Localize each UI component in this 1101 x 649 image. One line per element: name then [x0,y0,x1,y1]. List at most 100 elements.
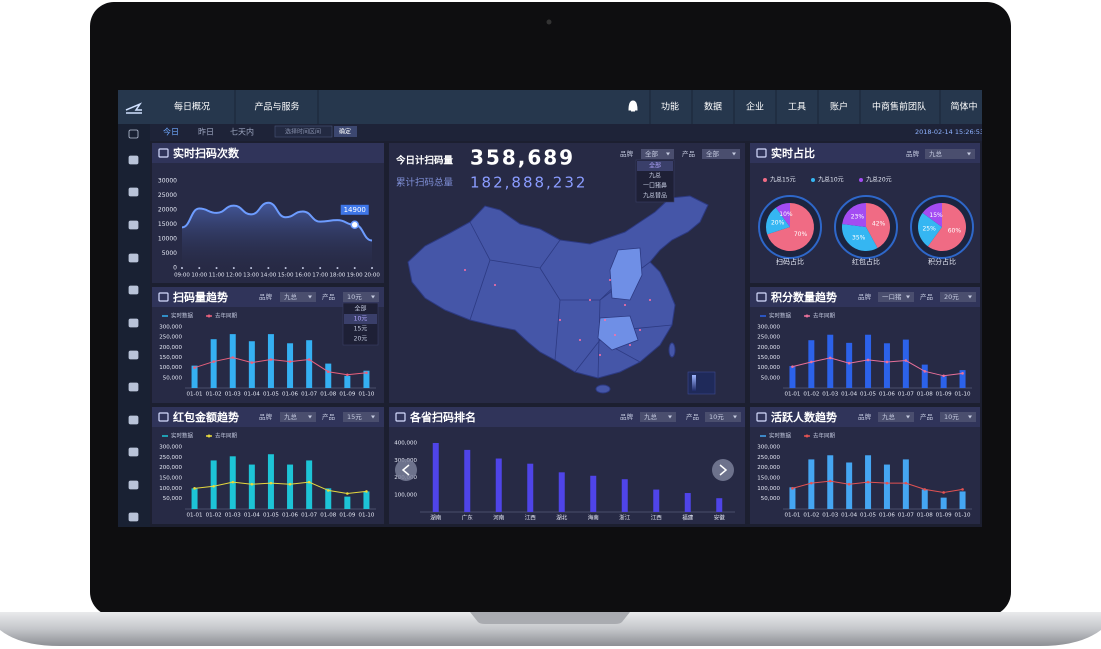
nav-item[interactable]: 产品与服务 [254,101,299,113]
date-tab[interactable]: 昨日 [198,127,214,137]
dropdown-option[interactable]: 10元 [354,316,368,323]
filter-select[interactable] [940,292,976,302]
filter-label: 产品 [682,149,695,158]
carousel-prev[interactable] [395,459,417,481]
sidebar-icon[interactable] [128,512,139,522]
x-tick-label: 安徽 [714,514,726,522]
menu-item[interactable]: 中商售前团队 [872,101,926,113]
line-point [942,491,945,494]
dropdown-option[interactable]: 九总替品 [643,192,667,200]
sidebar-icon[interactable] [128,155,139,165]
line-point [791,365,794,368]
logo [125,102,143,114]
x-tick-label: 01-05 [860,392,876,398]
filter-select[interactable] [925,149,975,159]
line [792,357,963,377]
y-tick-label: 300,000 [757,325,780,331]
panel-icon [756,148,767,158]
dropdown-option[interactable]: 九总 [649,172,661,180]
y-tick-label: 200,000 [757,345,780,351]
x-tick-label: 01-01 [784,392,800,398]
menu-item[interactable]: 企业 [746,101,764,113]
filter-select[interactable] [702,149,740,159]
x-tick-label: 10:00 [191,273,207,279]
date-input[interactable] [274,125,333,138]
filter-select[interactable] [641,149,674,159]
sidebar-icon[interactable] [128,350,139,360]
legend-swatch-dot [207,314,211,318]
line-point [828,479,832,483]
dropdown-option[interactable]: 20元 [354,336,368,343]
dropdown-option[interactable]: 15元 [354,326,368,333]
filter-value: 10元 [709,413,724,421]
today-value: 358,689 [470,146,575,170]
legend-label: 去年同期 [813,312,836,320]
dropdown-option[interactable]: 一口猪鼻 [643,182,667,190]
sidebar-icon[interactable] [128,253,139,263]
pie-value-label: 35% [852,234,866,241]
line-area [182,202,372,268]
bar [248,464,255,509]
sidebar-icon[interactable] [128,220,139,230]
menu-item[interactable]: 数据 [704,101,722,113]
line-point [346,492,349,495]
map-dot [559,319,561,321]
line-point [365,371,368,375]
filter-select[interactable] [878,292,914,302]
map-dot [604,319,606,321]
nav-item[interactable]: 每日概况 [174,101,210,113]
x-tick-label: 湖南 [430,514,442,522]
y-tick-label: 250,000 [159,335,182,341]
map-highlight [609,247,643,301]
menu-item[interactable]: 功能 [661,101,679,113]
filter-select[interactable] [940,412,976,422]
filter-select[interactable] [343,412,379,422]
carousel-next[interactable] [712,459,734,481]
menu-item[interactable]: 工具 [788,102,806,113]
filter-select[interactable] [640,412,676,422]
x-tick-label: 01-02 [206,513,222,519]
legend-swatch-dot [805,434,809,438]
date-tab[interactable]: 今日 [163,127,179,137]
dropdown-option[interactable]: 全部 [649,162,661,170]
x-tick-label: 01-02 [206,392,222,398]
dropdown-option[interactable]: 全部 [354,305,366,313]
filter-select[interactable] [280,412,316,422]
map-legend-bar [692,375,696,391]
sidebar-icon[interactable] [128,187,139,197]
line [181,201,373,242]
sidebar-icon[interactable] [128,382,139,392]
filter-value: 九总 [644,412,658,421]
sidebar-icon[interactable] [128,415,139,425]
sidebar-icon[interactable] [128,480,139,490]
filter-select[interactable] [280,292,316,302]
base-notch [470,612,630,624]
line-point [961,372,964,375]
menu-item[interactable]: 账户 [830,101,848,113]
filter-select[interactable] [705,412,741,422]
filter-select[interactable] [343,292,379,302]
x-tick-label: 01-05 [860,513,876,519]
confirm-button[interactable] [334,126,357,137]
sidebar-icon[interactable] [128,318,139,328]
bar [716,498,723,512]
menu-item[interactable]: 简体中 [950,101,977,113]
y-tick-label: 150,000 [757,355,780,361]
sidebar-icon[interactable] [128,285,139,295]
date-tab[interactable]: 七天内 [230,127,254,137]
x-tick-label: 浙江 [619,514,631,522]
line-point [250,361,254,364]
line-point [866,358,870,362]
bell-icon[interactable] [628,100,638,112]
filter-select[interactable] [878,412,914,422]
bar [306,460,313,509]
filter-label: 品牌 [858,412,872,421]
filter-value: 全部 [645,149,659,158]
sidebar-icon[interactable] [128,129,139,139]
line-point [866,480,870,484]
y-tick-label: 200,000 [159,345,182,351]
x-tick-label: 01-04 [841,392,857,398]
y-tick-label: 300,000 [159,445,182,451]
sidebar-icon[interactable] [128,447,139,457]
